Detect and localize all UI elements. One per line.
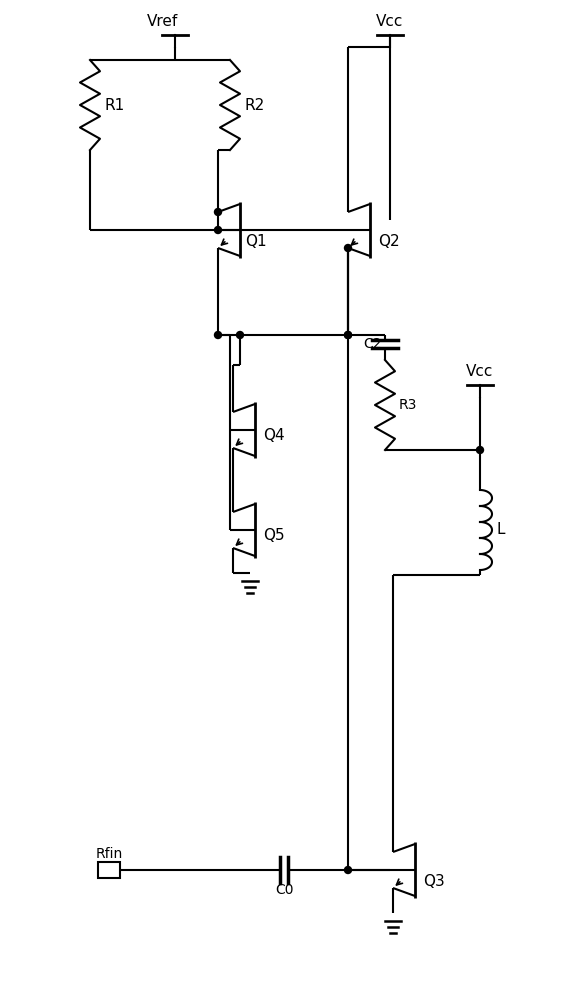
Text: Q4: Q4 [263, 428, 284, 442]
Text: Vcc: Vcc [466, 363, 494, 378]
Circle shape [344, 332, 351, 338]
Text: C2: C2 [363, 337, 381, 351]
Circle shape [214, 209, 221, 216]
Text: R3: R3 [399, 398, 417, 412]
Text: C0: C0 [275, 883, 293, 897]
Circle shape [344, 866, 351, 874]
Circle shape [344, 244, 351, 251]
Text: Q1: Q1 [245, 234, 266, 249]
Text: Vcc: Vcc [376, 13, 403, 28]
Text: L: L [496, 522, 505, 538]
Text: Q2: Q2 [378, 234, 399, 249]
Text: Vref: Vref [147, 13, 178, 28]
Text: R1: R1 [104, 98, 124, 112]
Circle shape [344, 332, 351, 338]
Circle shape [214, 227, 221, 233]
Circle shape [214, 332, 221, 338]
Circle shape [476, 446, 484, 454]
Text: Rfin: Rfin [96, 847, 123, 861]
Text: Q3: Q3 [423, 874, 444, 890]
Circle shape [236, 332, 243, 338]
Text: Q5: Q5 [263, 528, 284, 542]
Text: R2: R2 [244, 98, 264, 112]
